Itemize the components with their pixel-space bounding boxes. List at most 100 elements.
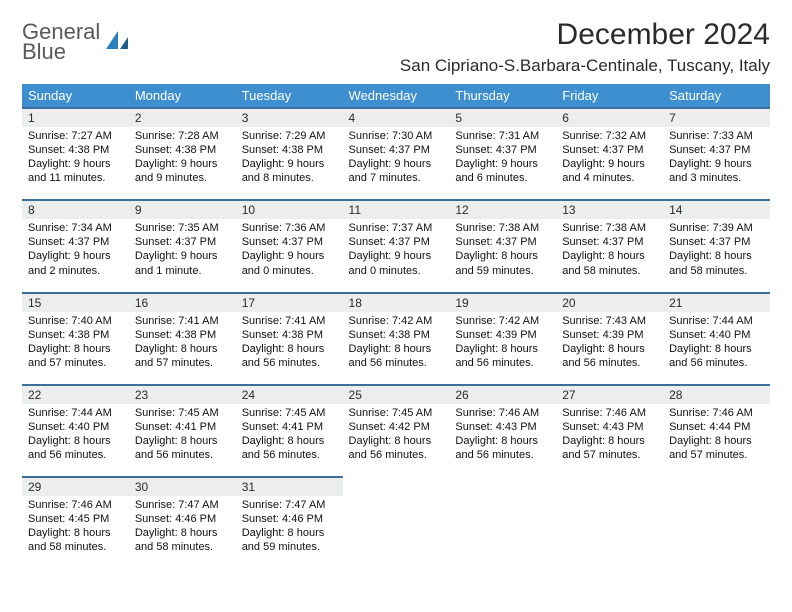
day-cell xyxy=(343,476,450,558)
day-details: Sunrise: 7:47 AMSunset: 4:46 PMDaylight:… xyxy=(236,496,343,558)
daylight-text: Daylight: 9 hours and 9 minutes. xyxy=(135,157,230,185)
day-cell: 9Sunrise: 7:35 AMSunset: 4:37 PMDaylight… xyxy=(129,199,236,281)
day-cell: 3Sunrise: 7:29 AMSunset: 4:38 PMDaylight… xyxy=(236,107,343,189)
month-title: December 2024 xyxy=(400,18,770,52)
day-header: Friday xyxy=(556,84,663,107)
sunrise-text: Sunrise: 7:45 AM xyxy=(242,406,337,420)
day-details: Sunrise: 7:33 AMSunset: 4:37 PMDaylight:… xyxy=(663,127,770,189)
week-row: 22Sunrise: 7:44 AMSunset: 4:40 PMDayligh… xyxy=(22,384,770,466)
sunrise-text: Sunrise: 7:41 AM xyxy=(242,314,337,328)
sunrise-text: Sunrise: 7:39 AM xyxy=(669,221,764,235)
daylight-text: Daylight: 8 hours and 58 minutes. xyxy=(669,249,764,277)
day-number: 29 xyxy=(22,476,129,496)
daylight-text: Daylight: 8 hours and 56 minutes. xyxy=(242,434,337,462)
sunset-text: Sunset: 4:44 PM xyxy=(669,420,764,434)
daylight-text: Daylight: 8 hours and 57 minutes. xyxy=(562,434,657,462)
day-number: 8 xyxy=(22,199,129,219)
day-details: Sunrise: 7:46 AMSunset: 4:45 PMDaylight:… xyxy=(22,496,129,558)
sunset-text: Sunset: 4:46 PM xyxy=(242,512,337,526)
day-details: Sunrise: 7:46 AMSunset: 4:44 PMDaylight:… xyxy=(663,404,770,466)
day-number: 2 xyxy=(129,107,236,127)
day-details: Sunrise: 7:36 AMSunset: 4:37 PMDaylight:… xyxy=(236,219,343,281)
logo-word2: Blue xyxy=(22,42,100,62)
sunset-text: Sunset: 4:46 PM xyxy=(135,512,230,526)
day-details: Sunrise: 7:42 AMSunset: 4:38 PMDaylight:… xyxy=(343,312,450,374)
daylight-text: Daylight: 9 hours and 0 minutes. xyxy=(349,249,444,277)
sunrise-text: Sunrise: 7:44 AM xyxy=(669,314,764,328)
daylight-text: Daylight: 9 hours and 8 minutes. xyxy=(242,157,337,185)
day-number: 9 xyxy=(129,199,236,219)
day-number: 31 xyxy=(236,476,343,496)
sunrise-text: Sunrise: 7:46 AM xyxy=(455,406,550,420)
daylight-text: Daylight: 8 hours and 56 minutes. xyxy=(135,434,230,462)
title-block: December 2024 San Cipriano-S.Barbara-Cen… xyxy=(400,18,770,76)
day-cell: 1Sunrise: 7:27 AMSunset: 4:38 PMDaylight… xyxy=(22,107,129,189)
sunset-text: Sunset: 4:45 PM xyxy=(28,512,123,526)
day-details: Sunrise: 7:31 AMSunset: 4:37 PMDaylight:… xyxy=(449,127,556,189)
daylight-text: Daylight: 8 hours and 56 minutes. xyxy=(455,342,550,370)
sunrise-text: Sunrise: 7:38 AM xyxy=(562,221,657,235)
day-details: Sunrise: 7:46 AMSunset: 4:43 PMDaylight:… xyxy=(449,404,556,466)
daylight-text: Daylight: 9 hours and 6 minutes. xyxy=(455,157,550,185)
day-details: Sunrise: 7:44 AMSunset: 4:40 PMDaylight:… xyxy=(22,404,129,466)
day-cell: 7Sunrise: 7:33 AMSunset: 4:37 PMDaylight… xyxy=(663,107,770,189)
day-cell: 8Sunrise: 7:34 AMSunset: 4:37 PMDaylight… xyxy=(22,199,129,281)
day-details: Sunrise: 7:27 AMSunset: 4:38 PMDaylight:… xyxy=(22,127,129,189)
day-cell: 4Sunrise: 7:30 AMSunset: 4:37 PMDaylight… xyxy=(343,107,450,189)
daylight-text: Daylight: 8 hours and 56 minutes. xyxy=(669,342,764,370)
day-details: Sunrise: 7:29 AMSunset: 4:38 PMDaylight:… xyxy=(236,127,343,189)
daylight-text: Daylight: 8 hours and 56 minutes. xyxy=(455,434,550,462)
day-details: Sunrise: 7:47 AMSunset: 4:46 PMDaylight:… xyxy=(129,496,236,558)
daylight-text: Daylight: 8 hours and 56 minutes. xyxy=(242,342,337,370)
sunset-text: Sunset: 4:38 PM xyxy=(242,328,337,342)
day-cell: 26Sunrise: 7:46 AMSunset: 4:43 PMDayligh… xyxy=(449,384,556,466)
sunrise-text: Sunrise: 7:36 AM xyxy=(242,221,337,235)
sunset-text: Sunset: 4:37 PM xyxy=(669,235,764,249)
sunset-text: Sunset: 4:43 PM xyxy=(562,420,657,434)
sunrise-text: Sunrise: 7:31 AM xyxy=(455,129,550,143)
day-number: 10 xyxy=(236,199,343,219)
logo: General Blue xyxy=(22,22,130,62)
day-number: 13 xyxy=(556,199,663,219)
day-cell: 23Sunrise: 7:45 AMSunset: 4:41 PMDayligh… xyxy=(129,384,236,466)
sunrise-text: Sunrise: 7:46 AM xyxy=(669,406,764,420)
sunset-text: Sunset: 4:38 PM xyxy=(135,328,230,342)
sunset-text: Sunset: 4:39 PM xyxy=(562,328,657,342)
sunset-text: Sunset: 4:42 PM xyxy=(349,420,444,434)
sunset-text: Sunset: 4:37 PM xyxy=(135,235,230,249)
sunset-text: Sunset: 4:40 PM xyxy=(28,420,123,434)
spacer-row xyxy=(22,466,770,476)
sunset-text: Sunset: 4:38 PM xyxy=(242,143,337,157)
day-cell: 29Sunrise: 7:46 AMSunset: 4:45 PMDayligh… xyxy=(22,476,129,558)
sunset-text: Sunset: 4:37 PM xyxy=(349,235,444,249)
daylight-text: Daylight: 8 hours and 56 minutes. xyxy=(349,342,444,370)
sunset-text: Sunset: 4:38 PM xyxy=(135,143,230,157)
day-details: Sunrise: 7:46 AMSunset: 4:43 PMDaylight:… xyxy=(556,404,663,466)
day-header: Thursday xyxy=(449,84,556,107)
day-number: 21 xyxy=(663,292,770,312)
day-cell: 15Sunrise: 7:40 AMSunset: 4:38 PMDayligh… xyxy=(22,292,129,374)
day-number: 28 xyxy=(663,384,770,404)
week-row: 29Sunrise: 7:46 AMSunset: 4:45 PMDayligh… xyxy=(22,476,770,558)
daylight-text: Daylight: 9 hours and 2 minutes. xyxy=(28,249,123,277)
daylight-text: Daylight: 8 hours and 58 minutes. xyxy=(28,526,123,554)
sunset-text: Sunset: 4:37 PM xyxy=(562,235,657,249)
day-details: Sunrise: 7:45 AMSunset: 4:41 PMDaylight:… xyxy=(236,404,343,466)
sunset-text: Sunset: 4:37 PM xyxy=(242,235,337,249)
daylight-text: Daylight: 8 hours and 56 minutes. xyxy=(349,434,444,462)
day-cell: 16Sunrise: 7:41 AMSunset: 4:38 PMDayligh… xyxy=(129,292,236,374)
day-cell: 10Sunrise: 7:36 AMSunset: 4:37 PMDayligh… xyxy=(236,199,343,281)
daylight-text: Daylight: 8 hours and 58 minutes. xyxy=(562,249,657,277)
day-header: Sunday xyxy=(22,84,129,107)
day-details: Sunrise: 7:34 AMSunset: 4:37 PMDaylight:… xyxy=(22,219,129,281)
day-number: 22 xyxy=(22,384,129,404)
day-details: Sunrise: 7:44 AMSunset: 4:40 PMDaylight:… xyxy=(663,312,770,374)
day-cell: 11Sunrise: 7:37 AMSunset: 4:37 PMDayligh… xyxy=(343,199,450,281)
day-cell: 19Sunrise: 7:42 AMSunset: 4:39 PMDayligh… xyxy=(449,292,556,374)
sunrise-text: Sunrise: 7:41 AM xyxy=(135,314,230,328)
day-number: 3 xyxy=(236,107,343,127)
day-number: 16 xyxy=(129,292,236,312)
sunset-text: Sunset: 4:41 PM xyxy=(135,420,230,434)
sunrise-text: Sunrise: 7:35 AM xyxy=(135,221,230,235)
day-cell: 2Sunrise: 7:28 AMSunset: 4:38 PMDaylight… xyxy=(129,107,236,189)
